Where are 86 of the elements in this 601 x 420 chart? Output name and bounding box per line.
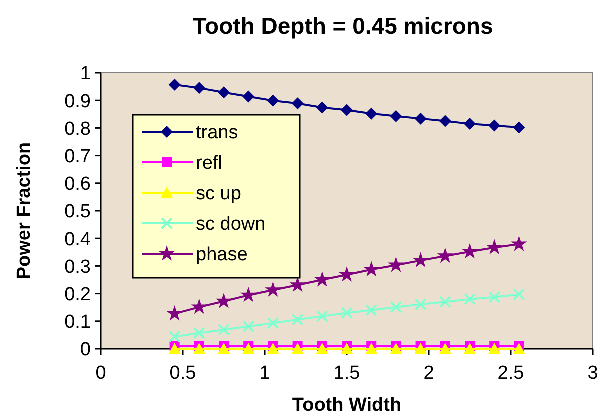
point [168, 343, 181, 354]
point [488, 120, 501, 132]
point [390, 301, 402, 314]
point [218, 324, 230, 336]
point [242, 320, 255, 333]
y-tick-label: 0.2 [64, 284, 91, 306]
point [216, 293, 232, 308]
point [193, 82, 206, 94]
point [292, 314, 304, 326]
point [488, 291, 501, 304]
x-tick-label: 2 [424, 363, 434, 384]
point [292, 98, 304, 110]
point [437, 248, 454, 264]
point [439, 343, 452, 354]
point [439, 115, 452, 128]
x-tick-label: 0.5 [170, 363, 196, 384]
point [267, 94, 280, 107]
point [486, 239, 503, 255]
y-tick-label: 0.8 [64, 118, 91, 140]
point [364, 261, 380, 277]
point [412, 252, 429, 268]
legend-label: sc up [196, 184, 242, 205]
point [462, 243, 478, 259]
point [388, 256, 404, 272]
point [290, 276, 306, 292]
x-tick-label: 1 [260, 363, 270, 384]
point [390, 110, 402, 122]
point [314, 272, 330, 287]
point [191, 298, 208, 314]
point [511, 236, 528, 252]
point [464, 293, 476, 306]
point [366, 304, 378, 316]
point [166, 306, 183, 321]
point [513, 288, 526, 301]
point [414, 298, 427, 311]
y-tick-label: 0.7 [64, 146, 91, 168]
y-tick-label: 0.6 [64, 174, 91, 196]
point [267, 343, 280, 354]
point [414, 343, 427, 354]
x-tick-label: 2.5 [498, 363, 524, 384]
point [240, 287, 257, 302]
point [341, 343, 353, 354]
point [168, 330, 181, 343]
point [316, 343, 328, 354]
point [513, 122, 526, 134]
point [218, 343, 230, 354]
point [464, 343, 476, 354]
point [513, 343, 526, 354]
point [341, 104, 353, 116]
point [316, 310, 328, 322]
y-axis-title: Power Fraction [14, 142, 35, 280]
point [242, 343, 255, 354]
x-axis-title: Tooth Width [292, 395, 402, 416]
point [168, 78, 181, 91]
legend-label: phase [196, 244, 248, 266]
point [265, 282, 282, 298]
point [366, 343, 378, 354]
chart-title: Tooth Depth = 0.45 microns [192, 13, 494, 39]
legend-label: refl [196, 153, 222, 174]
y-tick-label: 0.3 [64, 256, 91, 278]
point [292, 343, 304, 354]
point [218, 86, 230, 99]
y-tick-label: 0 [80, 340, 91, 361]
legend-label: sc down [196, 214, 266, 236]
y-tick-label: 0.1 [64, 312, 91, 334]
legend-label: trans [196, 122, 238, 144]
point [488, 343, 501, 354]
y-tick-label: 0.9 [64, 91, 91, 112]
point [267, 317, 280, 330]
point [439, 296, 452, 308]
point [341, 307, 353, 320]
point [316, 102, 328, 114]
point [414, 112, 427, 125]
point [193, 343, 206, 354]
point [242, 90, 255, 103]
point [464, 118, 476, 130]
y-tick-label: 0.5 [64, 202, 91, 223]
point [338, 266, 356, 282]
x-tick-label: 0 [96, 363, 106, 384]
point [366, 108, 378, 120]
x-tick-label: 3 [588, 363, 598, 384]
y-tick-label: 1 [80, 64, 91, 85]
point [390, 343, 402, 354]
y-tick-label: 0.4 [64, 229, 92, 250]
point [193, 327, 206, 340]
x-tick-label: 1.5 [334, 363, 360, 384]
